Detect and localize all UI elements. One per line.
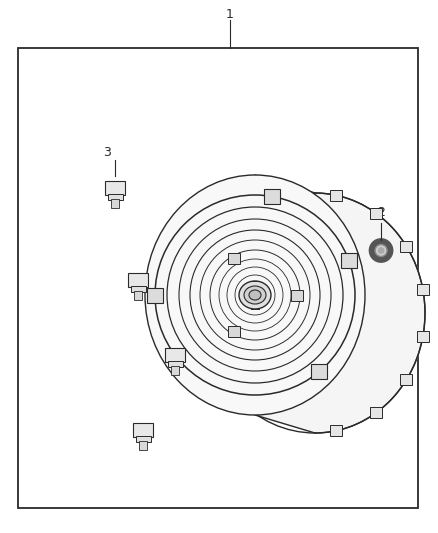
Bar — [18, 48, 418, 508]
FancyBboxPatch shape — [171, 366, 179, 375]
FancyBboxPatch shape — [134, 291, 142, 300]
FancyBboxPatch shape — [330, 425, 343, 436]
Ellipse shape — [249, 290, 261, 300]
Text: 1: 1 — [226, 7, 234, 20]
FancyBboxPatch shape — [228, 253, 240, 264]
FancyBboxPatch shape — [417, 331, 429, 342]
Polygon shape — [255, 175, 425, 433]
Ellipse shape — [145, 175, 365, 415]
FancyBboxPatch shape — [265, 189, 280, 204]
FancyBboxPatch shape — [370, 407, 382, 418]
FancyBboxPatch shape — [167, 360, 183, 367]
FancyBboxPatch shape — [105, 181, 125, 195]
FancyBboxPatch shape — [370, 208, 382, 219]
FancyBboxPatch shape — [400, 374, 413, 385]
Text: 2: 2 — [377, 206, 385, 219]
FancyBboxPatch shape — [165, 348, 185, 362]
FancyBboxPatch shape — [330, 190, 343, 201]
FancyBboxPatch shape — [135, 435, 151, 441]
FancyBboxPatch shape — [417, 284, 429, 295]
Text: 3: 3 — [103, 146, 111, 158]
FancyBboxPatch shape — [107, 193, 123, 199]
Ellipse shape — [239, 281, 271, 309]
FancyBboxPatch shape — [111, 199, 119, 208]
Circle shape — [370, 239, 392, 262]
FancyBboxPatch shape — [139, 441, 147, 450]
FancyBboxPatch shape — [400, 241, 413, 252]
Circle shape — [378, 247, 384, 254]
Ellipse shape — [244, 286, 266, 304]
Circle shape — [375, 245, 387, 256]
FancyBboxPatch shape — [147, 287, 163, 303]
FancyBboxPatch shape — [291, 289, 303, 301]
FancyBboxPatch shape — [311, 364, 327, 379]
FancyBboxPatch shape — [133, 423, 153, 437]
FancyBboxPatch shape — [228, 326, 240, 337]
FancyBboxPatch shape — [341, 253, 357, 268]
FancyBboxPatch shape — [131, 286, 145, 292]
FancyBboxPatch shape — [128, 273, 148, 287]
